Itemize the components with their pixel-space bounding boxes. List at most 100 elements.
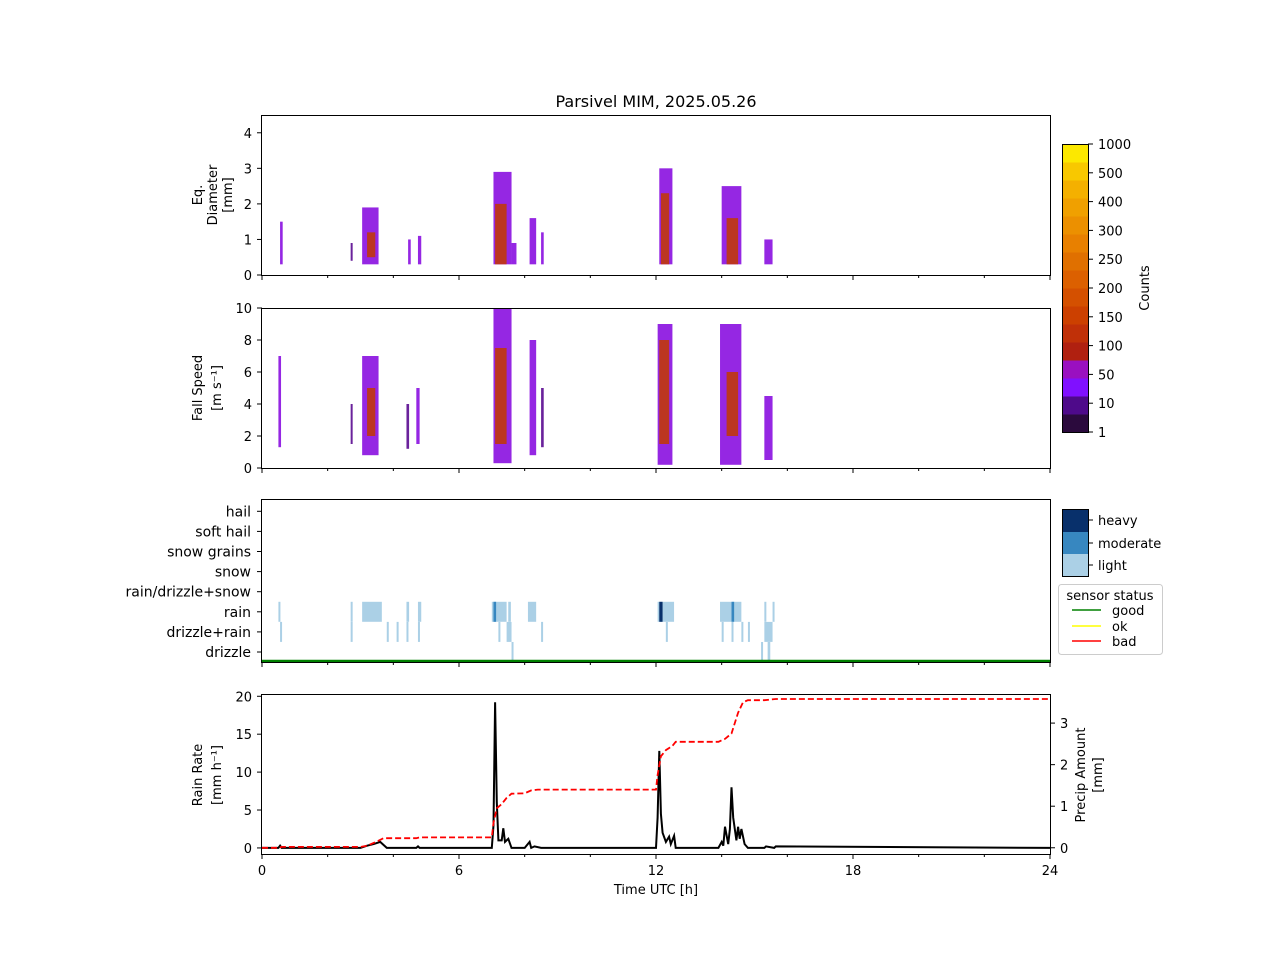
precip-type-panel: drizzle drizzle+rain rain rain/drizzle+snow… bbox=[126, 499, 1051, 667]
intensity-label-moderate: moderate bbox=[1098, 537, 1161, 552]
chart-title: Parsivel MIM, 2025.05.26 bbox=[555, 92, 756, 111]
heatmap-cell bbox=[408, 239, 411, 265]
intensity-swatch-light bbox=[1062, 554, 1088, 576]
y-tick-label: 0 bbox=[244, 842, 252, 857]
diameter-ylabel-line-2: Diameter bbox=[206, 164, 221, 225]
heatmap-cell bbox=[726, 218, 739, 265]
colorbar-tick-label: 10 bbox=[1098, 397, 1115, 412]
colorbar-segment bbox=[1062, 288, 1088, 307]
fallspeed-ylabel-line-2: [m s⁻¹] bbox=[210, 365, 225, 411]
y-tick-label: 5 bbox=[244, 804, 252, 819]
colorbar-tick-label: 500 bbox=[1098, 167, 1123, 182]
precip-type-cell bbox=[406, 601, 410, 622]
fallspeed-heatmap bbox=[278, 308, 773, 465]
precip-type-cells bbox=[278, 601, 775, 662]
legend-label-bad: bad bbox=[1112, 635, 1136, 650]
x-tick-label: 12 bbox=[648, 864, 665, 879]
y-tick-label: 4 bbox=[244, 398, 252, 413]
precip-type-label: rain/drizzle+snow bbox=[126, 585, 251, 601]
precip-type-cell bbox=[731, 621, 734, 642]
fallspeed-panel: 0 2 4 6 8 10 Fall Speed [m s⁻¹] bbox=[191, 302, 1051, 477]
precip-type-cell bbox=[721, 621, 724, 642]
heatmap-cell bbox=[367, 388, 376, 436]
y2-tick-label: 0 bbox=[1060, 842, 1068, 857]
diameter-ylabel: Eq. Diameter [mm] bbox=[191, 164, 236, 225]
precip-type-cell bbox=[498, 621, 501, 642]
heatmap-cell bbox=[529, 340, 537, 456]
heatmap-cell bbox=[278, 356, 282, 448]
y-tick-label: 0 bbox=[244, 462, 252, 477]
intensity-legend: heavy moderate light bbox=[1062, 509, 1161, 577]
y-tick-label: 2 bbox=[244, 430, 252, 445]
fallspeed-ylabel: Fall Speed [m s⁻¹] bbox=[191, 355, 225, 421]
heatmap-cell bbox=[495, 348, 507, 444]
precip-type-cell bbox=[278, 601, 281, 622]
y2-tick-label: 3 bbox=[1060, 717, 1068, 732]
precip-type-cell bbox=[280, 621, 283, 642]
y2-tick-label: 1 bbox=[1060, 800, 1068, 815]
precip-type-cell bbox=[541, 621, 544, 642]
y-tick-label: 6 bbox=[244, 366, 252, 381]
colorbar-segment bbox=[1062, 180, 1088, 199]
colorbar-tick-label: 250 bbox=[1098, 253, 1123, 268]
precip-type-cell bbox=[764, 601, 767, 622]
heatmap-cell bbox=[350, 404, 353, 444]
precip-type-label: soft hail bbox=[195, 524, 251, 540]
y-tick-label: 3 bbox=[244, 162, 252, 177]
precip-ylabel-line-2: [mm] bbox=[1091, 757, 1106, 792]
diameter-ylabel-line-1: Eq. bbox=[191, 185, 206, 206]
heatmap-cell bbox=[367, 232, 376, 258]
precip-type-cell bbox=[417, 601, 422, 622]
y-tick-label: 8 bbox=[244, 334, 252, 349]
precip-type-cell bbox=[764, 621, 773, 642]
intensity-label-heavy: heavy bbox=[1098, 514, 1138, 529]
y2-tick-label: 2 bbox=[1060, 759, 1068, 774]
colorbar-segment bbox=[1062, 252, 1088, 271]
precip-type-label: drizzle bbox=[205, 645, 251, 661]
colorbar-tick-label: 200 bbox=[1098, 282, 1123, 297]
heatmap-cell bbox=[280, 221, 283, 265]
colorbar-tick-label: 100 bbox=[1098, 340, 1123, 355]
precip-type-cell bbox=[527, 601, 537, 622]
rainrate-ylabel-line-1: Rain Rate bbox=[191, 744, 206, 807]
x-tick-label: 0 bbox=[258, 864, 266, 879]
colorbar: 1 10 50 100 150 200 250 300 400 500 1000 Counts bbox=[1062, 138, 1153, 441]
precip-type-cell bbox=[731, 601, 735, 622]
colorbar-tick-label: 1 bbox=[1098, 426, 1106, 441]
precip-type-cell bbox=[720, 601, 742, 622]
heatmap-cell bbox=[541, 232, 544, 265]
sensor-status-legend-box bbox=[1058, 584, 1163, 655]
precip-type-label: snow grains bbox=[167, 545, 251, 561]
intensity-swatch-moderate bbox=[1062, 532, 1088, 554]
heatmap-cell bbox=[764, 396, 773, 460]
colorbar-segment bbox=[1062, 216, 1088, 235]
x-axis-label: Time UTC [h] bbox=[613, 883, 698, 898]
y-tick-label: 1 bbox=[244, 233, 252, 248]
colorbar-label: Counts bbox=[1138, 265, 1153, 311]
precip-type-cell bbox=[493, 601, 497, 622]
heatmap-cell bbox=[659, 340, 670, 444]
precip-type-cell bbox=[772, 601, 775, 622]
colorbar-segment bbox=[1062, 342, 1088, 361]
precip-type-cell bbox=[665, 621, 668, 642]
fallspeed-ylabel-line-1: Fall Speed bbox=[191, 355, 206, 421]
precip-type-cell bbox=[747, 621, 750, 642]
heatmap-cell bbox=[764, 239, 773, 265]
colorbar-tick-label: 1000 bbox=[1098, 138, 1131, 153]
sensor-status-legend: sensor status good ok bad bbox=[1058, 584, 1163, 655]
precip-type-label: drizzle+rain bbox=[166, 625, 251, 641]
diameter-heatmap bbox=[280, 168, 773, 265]
precip-type-cell bbox=[741, 621, 744, 642]
precip-amount-series-line bbox=[262, 698, 1050, 849]
y-tick-label: 15 bbox=[235, 728, 252, 743]
colorbar-segment bbox=[1062, 198, 1088, 217]
precip-type-cell bbox=[511, 642, 514, 662]
precip-type-axes-frame bbox=[261, 499, 1051, 663]
precip-type-cell bbox=[508, 601, 511, 622]
colorbar-tick-label: 50 bbox=[1098, 368, 1115, 383]
y-tick-label: 2 bbox=[244, 198, 252, 213]
sensor-status-legend-title: sensor status bbox=[1066, 589, 1153, 604]
heatmap-cell bbox=[541, 388, 544, 448]
